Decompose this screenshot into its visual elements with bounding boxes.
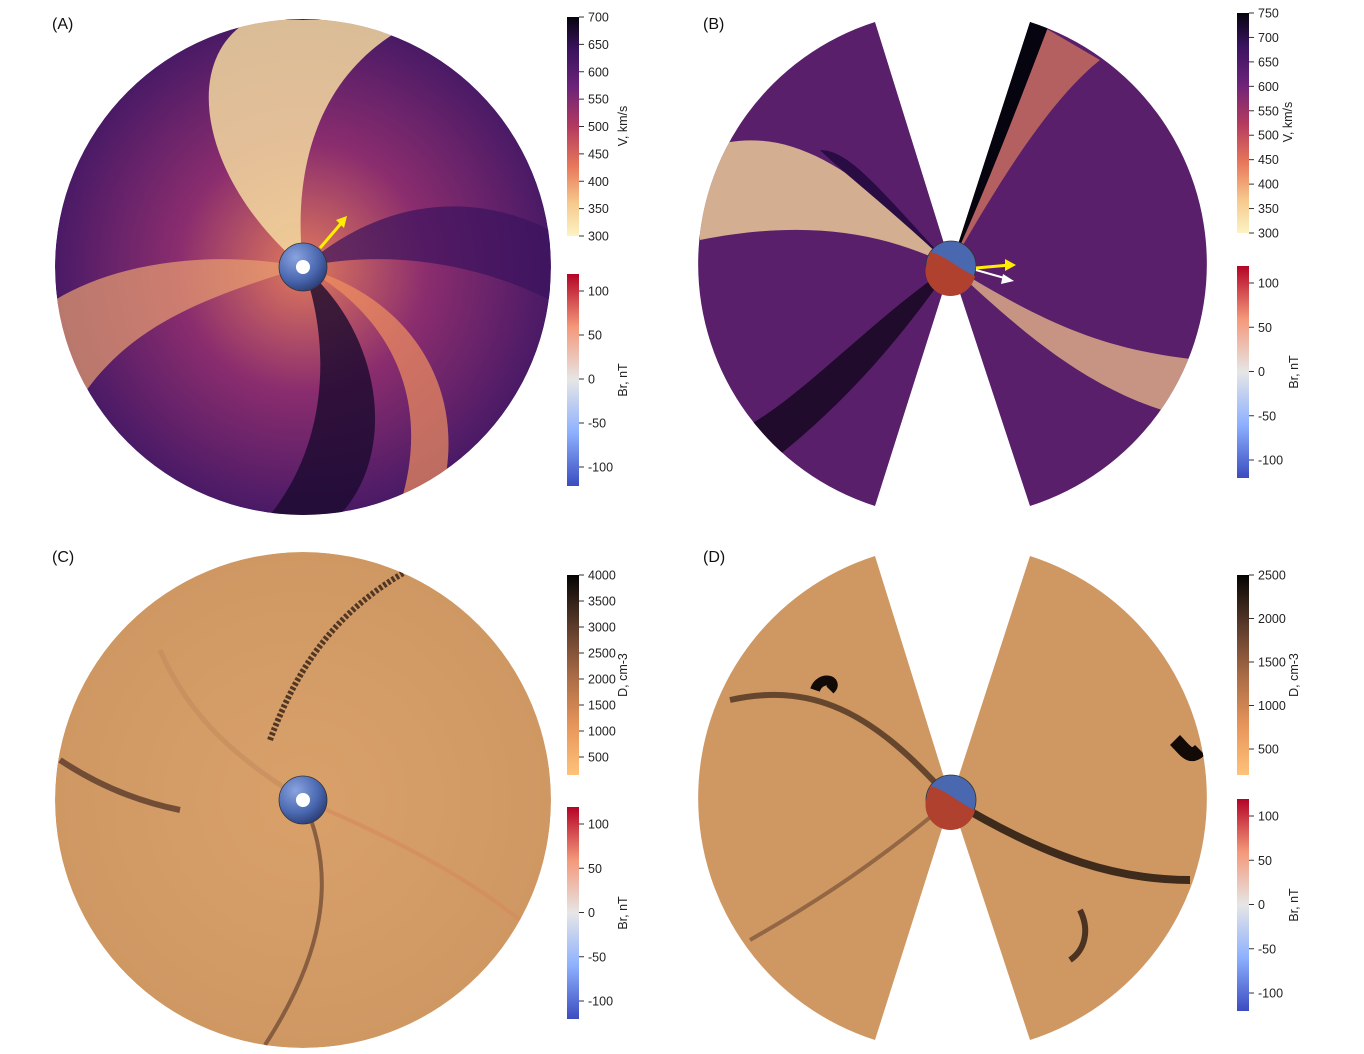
colorbar-tick-label: 50 bbox=[1258, 854, 1272, 868]
colorbar-title: V, km/s bbox=[616, 106, 630, 147]
colorbar-tick-label: -100 bbox=[1258, 987, 1283, 1001]
colorbar-tick-label: 100 bbox=[588, 818, 609, 832]
colorbar-tick-label: 3000 bbox=[588, 621, 616, 635]
colorbar-tick-label: 350 bbox=[1258, 202, 1279, 216]
colorbar-tick-label: 450 bbox=[588, 147, 609, 161]
colorbar-velocity: 750 700 650 600 550 500 450 400 350 300 V, km/s bbox=[1237, 7, 1295, 241]
colorbar-tick-label: 750 bbox=[1258, 7, 1279, 21]
colorbar-tick-label: 0 bbox=[588, 373, 595, 387]
colorbar-title: Br, nT bbox=[616, 896, 630, 930]
colorbar-density: 4000 3500 3000 2500 2000 1500 1000 500 D, cm-3 bbox=[567, 569, 630, 775]
colorbar-tick-label: 100 bbox=[1258, 277, 1279, 291]
colorbar-tick-label: 550 bbox=[1258, 104, 1279, 118]
panel-label: (B) bbox=[703, 16, 724, 33]
colorbar-tick-label: 0 bbox=[1258, 898, 1265, 912]
colorbar-tick-label: 4000 bbox=[588, 569, 616, 583]
colorbar-tick-label: 50 bbox=[588, 329, 602, 343]
yellow-arrow-icon bbox=[975, 259, 1016, 271]
colorbar-title: Br, nT bbox=[616, 363, 630, 397]
colorbar-tick-label: 400 bbox=[1258, 178, 1279, 192]
colorbar-br: 100 50 0 -50 -100 Br, nT bbox=[1237, 266, 1301, 478]
sphere-highlight bbox=[296, 260, 310, 274]
colorbar-tick-label: 500 bbox=[588, 751, 609, 765]
colorbar-density: 2500 2000 1500 1000 500 D, cm-3 bbox=[1237, 569, 1301, 775]
colorbar-tick-label: -100 bbox=[1258, 454, 1283, 468]
colorbar-tick-label: -50 bbox=[588, 417, 606, 431]
colorbar-title: D, cm-3 bbox=[1287, 653, 1301, 697]
colorbar-tick-label: 1500 bbox=[588, 699, 616, 713]
colorbar-title: D, cm-3 bbox=[616, 653, 630, 697]
colorbar-gradient bbox=[1237, 13, 1249, 233]
colorbar-tick-label: 1500 bbox=[1258, 656, 1286, 670]
colorbar-tick-label: -100 bbox=[588, 461, 613, 475]
colorbar-tick-label: 450 bbox=[1258, 153, 1279, 167]
colorbar-tick-label: 0 bbox=[588, 906, 595, 920]
colorbar-tick-label: -50 bbox=[1258, 942, 1276, 956]
colorbar-tick-label: 0 bbox=[1258, 365, 1265, 379]
colorbar-gradient bbox=[567, 575, 579, 775]
panel-label: (A) bbox=[52, 16, 73, 33]
sphere-highlight bbox=[296, 793, 310, 807]
colorbar-velocity: 700 650 600 550 500 450 400 350 300 V, km/s bbox=[567, 11, 630, 244]
sphere bbox=[925, 774, 977, 830]
colorbar-tick-label: 600 bbox=[1258, 80, 1279, 94]
colorbar-gradient bbox=[567, 274, 579, 486]
colorbar-tick-label: 300 bbox=[1258, 227, 1279, 241]
colorbar-gradient bbox=[567, 17, 579, 236]
colorbar-gradient bbox=[1237, 575, 1249, 775]
colorbar-tick-label: 500 bbox=[588, 120, 609, 134]
colorbar-tick-label: 550 bbox=[588, 93, 609, 107]
colorbar-tick-label: 600 bbox=[588, 65, 609, 79]
colorbar-tick-label: 400 bbox=[588, 175, 609, 189]
colorbar-br: 100 50 0 -50 -100 Br, nT bbox=[567, 274, 630, 486]
colorbar-tick-label: 2500 bbox=[1258, 569, 1286, 583]
colorbar-tick-label: 100 bbox=[1258, 810, 1279, 824]
colorbar-tick-label: 500 bbox=[1258, 129, 1279, 143]
colorbar-tick-label: 650 bbox=[1258, 55, 1279, 69]
colorbar-gradient bbox=[567, 807, 579, 1019]
colorbar-tick-label: 50 bbox=[1258, 321, 1272, 335]
colorbar-gradient bbox=[1237, 266, 1249, 478]
colorbar-tick-label: -100 bbox=[588, 995, 613, 1009]
colorbar-gradient bbox=[1237, 799, 1249, 1011]
colorbar-tick-label: 1000 bbox=[1258, 699, 1286, 713]
colorbar-tick-label: 2000 bbox=[588, 673, 616, 687]
colorbar-title: Br, nT bbox=[1287, 355, 1301, 389]
colorbar-tick-label: 500 bbox=[1258, 743, 1279, 757]
colorbar-br: 100 50 0 -50 -100 Br, nT bbox=[1237, 799, 1301, 1011]
colorbar-tick-label: 3500 bbox=[588, 595, 616, 609]
panel-label: (D) bbox=[703, 549, 725, 566]
colorbar-tick-label: 2000 bbox=[1258, 612, 1286, 626]
sphere bbox=[925, 240, 977, 296]
colorbar-tick-label: 2500 bbox=[588, 647, 616, 661]
colorbar-tick-label: 300 bbox=[588, 230, 609, 244]
colorbar-tick-label: 50 bbox=[588, 862, 602, 876]
colorbar-title: V, km/s bbox=[1281, 102, 1295, 143]
colorbar-tick-label: 700 bbox=[588, 11, 609, 25]
colorbar-tick-label: 100 bbox=[588, 285, 609, 299]
colorbar-br: 100 50 0 -50 -100 Br, nT bbox=[567, 807, 630, 1019]
panel-label: (C) bbox=[52, 549, 74, 566]
colorbar-title: Br, nT bbox=[1287, 888, 1301, 922]
yellow-arrow-icon bbox=[318, 216, 347, 249]
colorbar-tick-label: 700 bbox=[1258, 31, 1279, 45]
colorbar-tick-label: -50 bbox=[1258, 409, 1276, 423]
colorbar-tick-label: 1000 bbox=[588, 725, 616, 739]
colorbar-tick-label: 650 bbox=[588, 38, 609, 52]
colorbar-tick-label: -50 bbox=[588, 950, 606, 964]
colorbar-tick-label: 350 bbox=[588, 202, 609, 216]
white-arrow-icon bbox=[975, 269, 1014, 284]
